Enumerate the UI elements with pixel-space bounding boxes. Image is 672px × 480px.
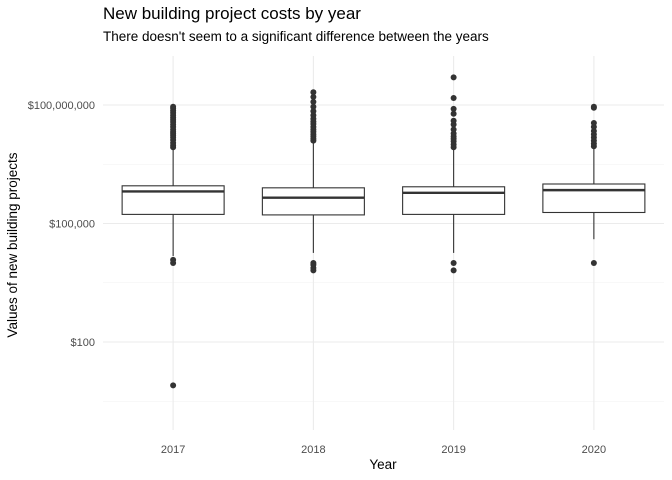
major-gridlines [103,56,664,430]
boxes [121,142,646,257]
outlier-point [450,74,457,81]
outlier-point [310,98,317,105]
outlier-point [450,267,457,274]
iqr-box [402,186,506,215]
chart-title: New building project costs by year [103,4,361,23]
outlier-point [310,103,317,110]
outlier-point [310,108,317,115]
outlier-point [590,120,597,127]
chart-subtitle: There doesn't seem to a significant diff… [103,29,489,44]
iqr-box [542,183,646,214]
y-axis-title: Values of new building projects [5,152,20,337]
minor-gridlines [103,163,664,402]
outlier-point [450,95,457,102]
outlier-point [310,112,317,119]
x-tick-label: 2018 [301,444,325,456]
outlier-point [170,103,177,110]
outlier-point [310,260,317,266]
outlier-point [590,103,597,110]
x-tick-label: 2020 [582,444,606,456]
y-tick-label: $100,000,000 [28,100,95,112]
x-tick-label: 2019 [441,444,465,456]
outlier-point [450,110,457,117]
iqr-box [261,187,365,216]
iqr-box [121,185,225,215]
outlier-point [170,256,177,263]
outlier-points [170,74,597,389]
outlier-point [450,117,457,124]
outlier-point [450,105,457,112]
outlier-point [170,382,177,389]
outlier-point [450,260,457,266]
y-tick-label: $100 [71,337,95,349]
box-2019 [402,149,506,253]
outlier-point [450,126,457,133]
outlier-point [310,93,317,100]
y-tick-labels: $100 $100,000 $100,000,000 [28,100,95,349]
box-2017 [121,148,225,257]
outlier-point [590,260,597,266]
x-axis-title: Year [369,457,397,472]
outlier-point [310,89,317,96]
outlier-point [590,127,597,134]
y-tick-label: $100,000 [49,219,95,231]
x-tick-label: 2017 [161,444,185,456]
box-2020 [542,148,646,240]
x-tick-labels: 2017 2018 2019 2020 [161,444,606,456]
box-2018 [261,142,365,253]
